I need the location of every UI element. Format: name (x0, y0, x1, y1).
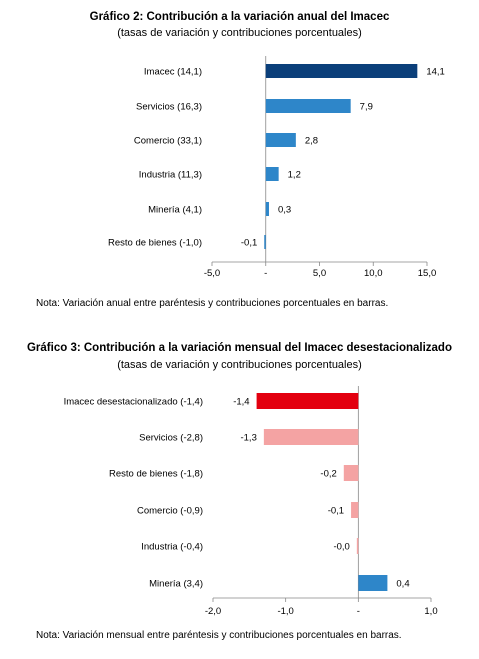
chart3-note: Nota: Variación mensual entre paréntesis… (36, 630, 402, 641)
chart2-value-label: -0,1 (241, 238, 257, 249)
chart3-bar (343, 465, 359, 481)
chart2-value-label: 1,2 (288, 170, 301, 181)
chart2-bar (264, 235, 266, 249)
chart3-value-label: -0,2 (320, 469, 336, 480)
chart2-category-label: Servicios (16,3) (136, 102, 202, 113)
chart2-value-label: 14,1 (426, 67, 445, 78)
chart3-value-label: 0,4 (396, 579, 409, 590)
chart2-tick-label: -5,0 (204, 268, 220, 279)
chart2-value-label: 7,9 (360, 102, 373, 113)
chart3-bar (263, 429, 359, 445)
chart2-category-label: Comercio (33,1) (134, 136, 202, 147)
chart2-category-label: Imacec (14,1) (144, 67, 202, 78)
chart3-subtitle: (tasas de variación y contribuciones por… (117, 359, 362, 371)
chart2-title: Gráfico 2: Contribución a la variación a… (89, 11, 390, 23)
chart2-subtitle: (tasas de variación y contribuciones por… (117, 27, 362, 39)
chart3-tick-label: 1,0 (424, 606, 437, 617)
chart3-bar (358, 575, 388, 591)
chart3-value-label: -0,0 (333, 542, 349, 553)
chart3-category-label: Comercio (-0,9) (137, 506, 203, 517)
chart3-value-label: -1,4 (233, 397, 249, 408)
chart3-title: Gráfico 3: Contribución a la variación m… (26, 342, 452, 354)
chart2-category-label: Resto de bienes (-1,0) (108, 238, 202, 249)
chart3-category-label: Resto de bienes (-1,8) (109, 469, 203, 480)
chart3-category-label: Industria (-0,4) (141, 542, 203, 553)
chart2-value-label: 0,3 (278, 205, 291, 216)
chart3-value-label: -1,3 (240, 433, 256, 444)
chart2-bar (265, 202, 269, 216)
chart2-tick-label: - (264, 268, 267, 279)
chart2-category-label: Industria (11,3) (139, 170, 202, 181)
chart3-tick-label: -2,0 (205, 606, 221, 617)
chart2-bar (265, 64, 418, 78)
chart2-bar (265, 133, 296, 147)
chart2-tick-label: 5,0 (313, 268, 326, 279)
chart2-bar (265, 167, 279, 181)
chart3-category-label: Imacec desestacionalizado (-1,4) (64, 397, 203, 408)
chart3-bar (256, 393, 359, 409)
chart2-note: Nota: Variación anual entre paréntesis y… (36, 298, 389, 309)
chart2-value-label: 2,8 (305, 136, 318, 147)
chart2-tick-label: 15,0 (418, 268, 437, 279)
chart3-value-label: -0,1 (328, 506, 344, 517)
chart3-category-label: Minería (3,4) (149, 579, 203, 590)
chart3-bar (351, 502, 359, 518)
chart3-bar (356, 538, 359, 554)
chart2-bar (265, 99, 351, 113)
chart2-tick-label: 10,0 (364, 268, 383, 279)
chart3-category-label: Servicios (-2,8) (139, 433, 203, 444)
chart3-tick-label: - (357, 606, 360, 617)
chart2-category-label: Minería (4,1) (148, 205, 202, 216)
chart3-tick-label: -1,0 (277, 606, 293, 617)
